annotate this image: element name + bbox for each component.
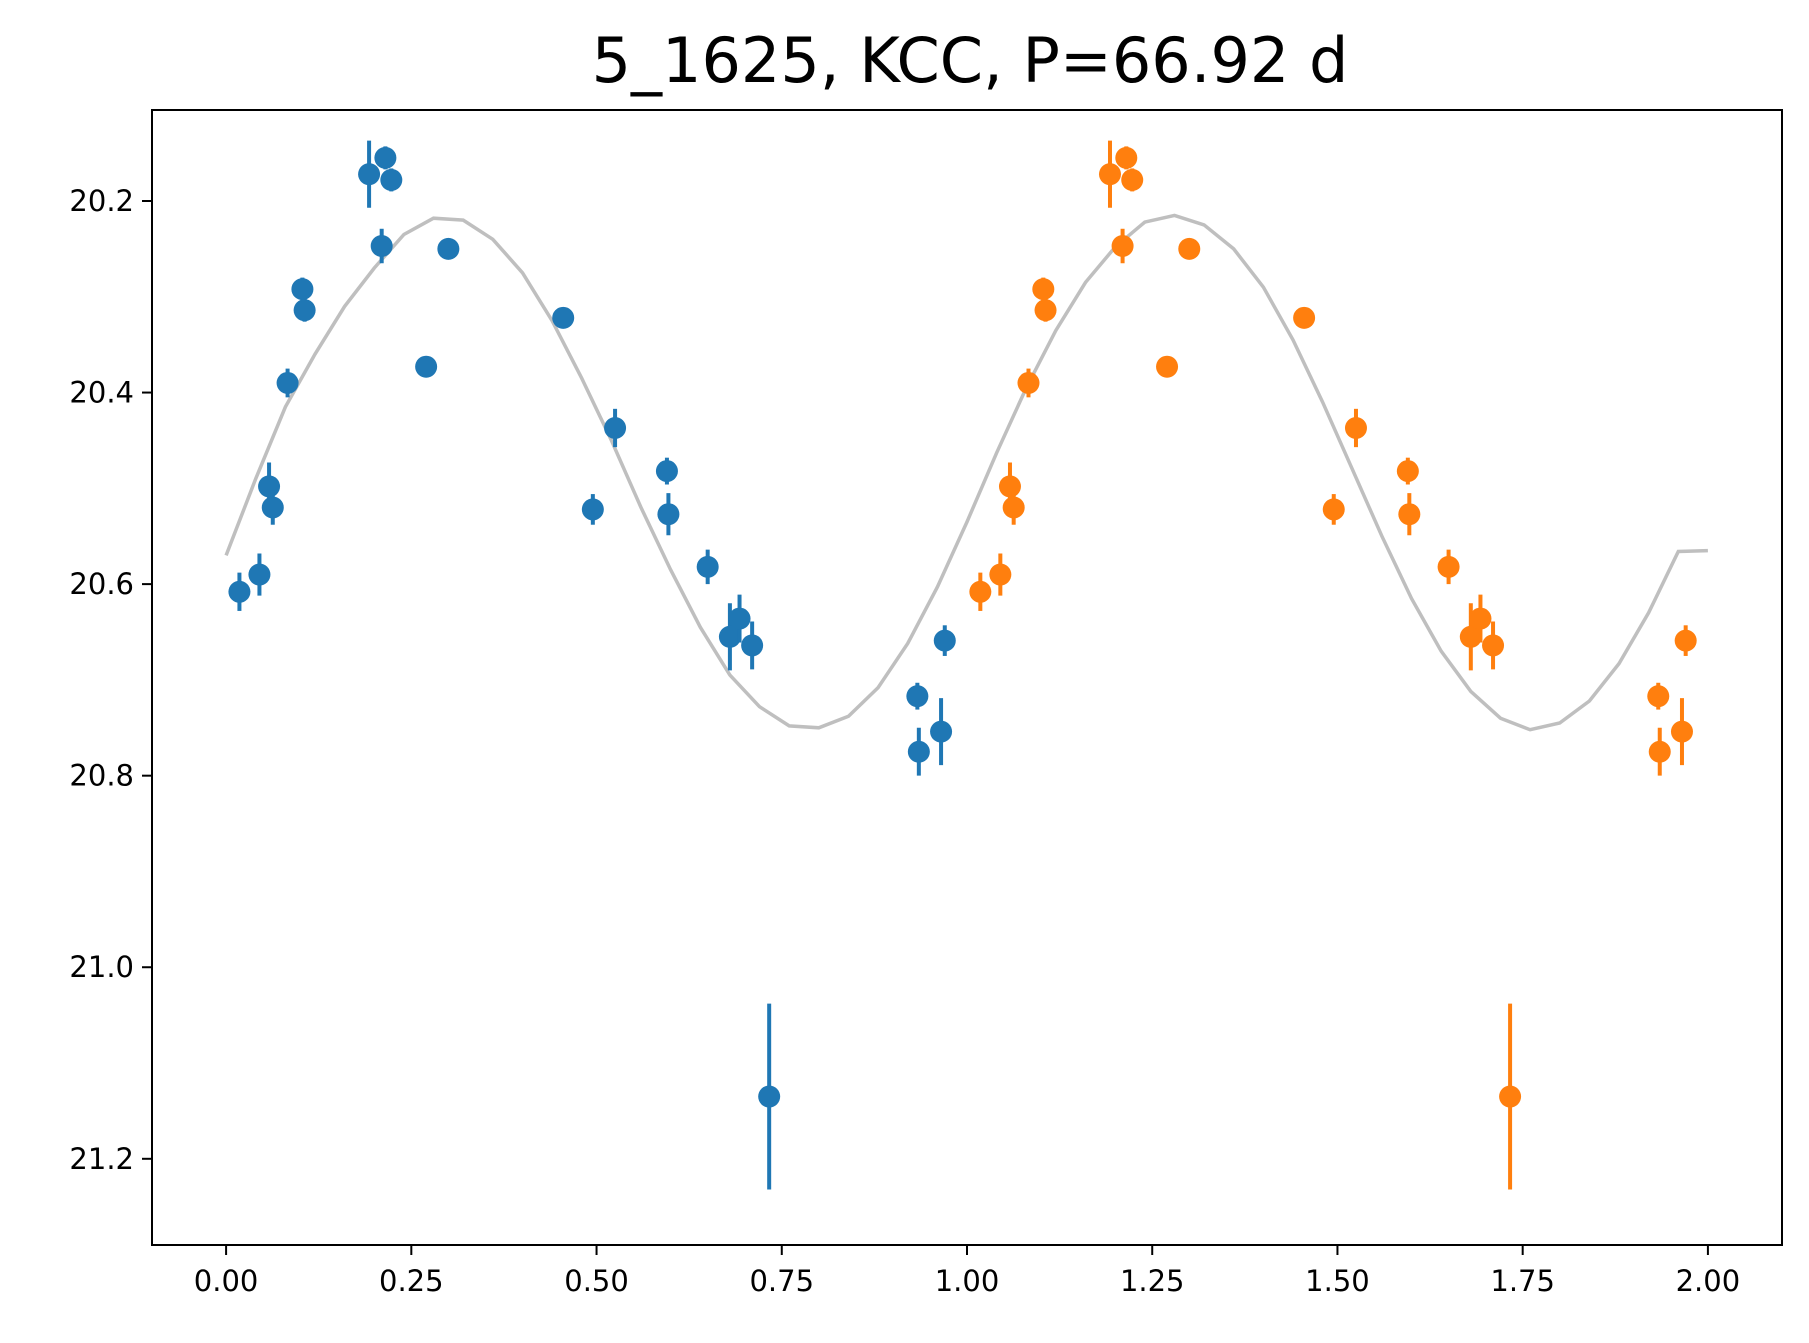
data-point bbox=[374, 146, 397, 169]
data-point bbox=[1670, 720, 1693, 743]
data-point bbox=[1648, 740, 1671, 763]
y-tick-label: 21.0 bbox=[69, 950, 134, 984]
chart-title: 5_1625, KCC, P=66.92 d bbox=[592, 24, 1349, 97]
data-point bbox=[933, 629, 956, 652]
data-point bbox=[1344, 416, 1367, 439]
y-tick-label: 20.2 bbox=[69, 184, 134, 218]
x-tick-label: 1.75 bbox=[1490, 1264, 1555, 1298]
data-point bbox=[1178, 237, 1201, 260]
data-point bbox=[1674, 629, 1697, 652]
plot-frame bbox=[151, 109, 1783, 1246]
data-point bbox=[1322, 498, 1345, 521]
x-tick-label: 2.00 bbox=[1676, 1264, 1741, 1298]
data-point bbox=[552, 306, 575, 329]
x-tick-label: 1.25 bbox=[1120, 1264, 1185, 1298]
data-point bbox=[696, 555, 719, 578]
data-point bbox=[1002, 496, 1025, 519]
y-tick-label: 21.2 bbox=[69, 1142, 134, 1176]
y-tick-label: 20.6 bbox=[69, 567, 134, 601]
data-point bbox=[1437, 555, 1460, 578]
x-tick-label: 0.00 bbox=[194, 1264, 259, 1298]
data-point bbox=[380, 168, 403, 191]
data-point bbox=[291, 278, 314, 301]
data-point bbox=[1293, 306, 1316, 329]
x-tick-label: 0.50 bbox=[564, 1264, 629, 1298]
data-point bbox=[1459, 625, 1482, 648]
data-point bbox=[1032, 278, 1055, 301]
data-point bbox=[1115, 146, 1138, 169]
data-point bbox=[370, 235, 393, 258]
x-tick-label: 1.00 bbox=[935, 1264, 1000, 1298]
data-point bbox=[989, 563, 1012, 586]
y-tick-label: 20.4 bbox=[69, 376, 134, 410]
data-point bbox=[741, 634, 764, 657]
data-point bbox=[718, 625, 741, 648]
plot-area bbox=[224, 140, 1708, 1190]
data-point bbox=[1156, 355, 1179, 378]
series-1 bbox=[969, 140, 1697, 1190]
data-point bbox=[1469, 607, 1492, 630]
data-point bbox=[581, 498, 604, 521]
data-point bbox=[1034, 299, 1057, 322]
data-point bbox=[906, 685, 929, 708]
series-0 bbox=[228, 140, 956, 1190]
data-point bbox=[276, 371, 299, 394]
data-point bbox=[604, 416, 627, 439]
data-point bbox=[261, 496, 284, 519]
model-curve-layer bbox=[224, 213, 1708, 732]
x-axis: 0.00 0.25 0.50 0.75 1.00 1.25 1.50 1.75 2.00 bbox=[194, 1245, 1740, 1298]
data-point bbox=[998, 475, 1021, 498]
model-curve bbox=[224, 213, 1708, 732]
data-point bbox=[728, 607, 751, 630]
x-tick-label: 0.75 bbox=[749, 1264, 814, 1298]
data-point bbox=[228, 580, 251, 603]
x-tick-label: 0.25 bbox=[379, 1264, 444, 1298]
data-point bbox=[1111, 235, 1134, 258]
data-point bbox=[415, 355, 438, 378]
data-point bbox=[293, 299, 316, 322]
data-point bbox=[358, 163, 381, 186]
y-tick-label: 20.8 bbox=[69, 759, 134, 793]
data-points-layer bbox=[228, 140, 1697, 1190]
data-point bbox=[655, 460, 678, 483]
data-point bbox=[1098, 163, 1121, 186]
data-point bbox=[930, 720, 953, 743]
data-point bbox=[1396, 460, 1419, 483]
data-point bbox=[437, 237, 460, 260]
data-point bbox=[1017, 371, 1040, 394]
data-point bbox=[1121, 168, 1144, 191]
data-point bbox=[1647, 685, 1670, 708]
data-point bbox=[758, 1085, 781, 1108]
data-point bbox=[1398, 503, 1421, 526]
data-point bbox=[1482, 634, 1505, 657]
y-axis: 20.2 20.4 20.6 20.8 21.0 21.2 bbox=[69, 184, 152, 1176]
x-tick-label: 1.50 bbox=[1305, 1264, 1370, 1298]
data-point bbox=[907, 740, 930, 763]
data-point bbox=[1499, 1085, 1522, 1108]
data-point bbox=[248, 563, 271, 586]
data-point bbox=[657, 503, 680, 526]
data-point bbox=[969, 580, 992, 603]
data-point bbox=[258, 475, 281, 498]
